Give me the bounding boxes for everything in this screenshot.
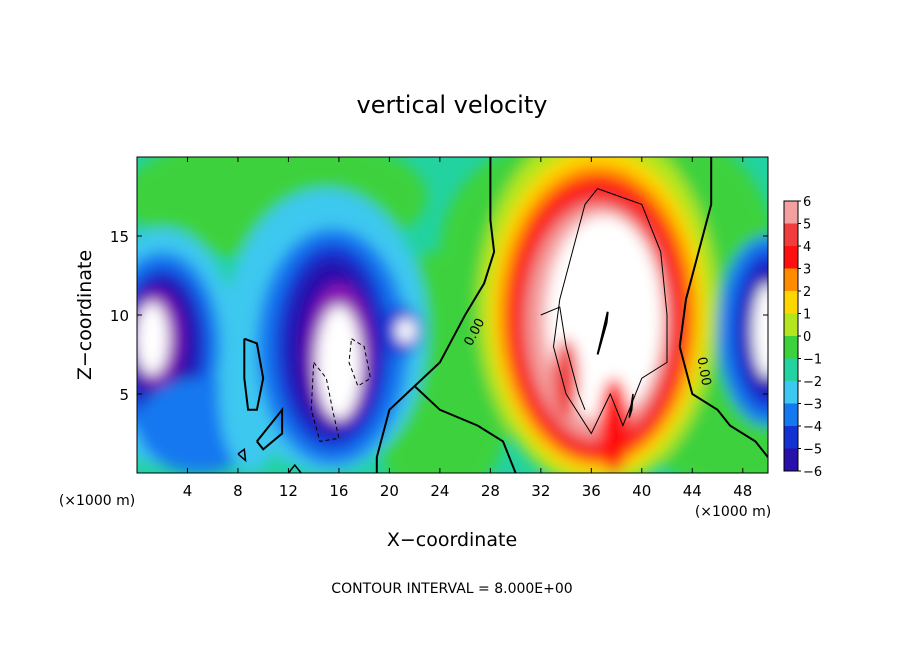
colorbar-swatch (784, 313, 798, 336)
contour-line (237, 447, 247, 463)
colorbar-tick-label: 5 (803, 218, 811, 233)
colorbar-swatch (784, 336, 798, 359)
x-tick-label: 40 (632, 482, 651, 500)
contour-line (243, 337, 265, 411)
colorbar-swatch (784, 381, 798, 404)
colorbar-tick-label: −5 (803, 443, 822, 458)
x-tick-label: 28 (481, 482, 500, 500)
field-region (752, 283, 768, 379)
contour-line (287, 463, 302, 473)
colorbar-swatch (784, 201, 798, 224)
contour-line (375, 157, 496, 473)
colorbar-swatch (784, 268, 798, 291)
contour-line (540, 306, 586, 410)
contour-line (310, 362, 340, 442)
y-tick-label: 10 (110, 307, 129, 325)
colorbar-swatch (784, 223, 798, 246)
colorbar-tick-label: −4 (803, 420, 822, 435)
colorbar-tick-label: −2 (803, 375, 822, 390)
field-region (395, 318, 416, 344)
y-tick-label: 15 (110, 228, 129, 246)
colorbar: 6 5 4 3 2 1 0 −1 −2 −3 −4 −5 −6 (783, 195, 822, 480)
colorbar-tick-label: 3 (803, 263, 811, 278)
contour-interval-note: CONTOUR INTERVAL = 8.000E+00 (331, 581, 572, 597)
contour-line (413, 385, 517, 473)
x-tick-label: 48 (733, 482, 752, 500)
velocity-field (137, 157, 768, 473)
colorbar-tick-label: −6 (803, 465, 822, 480)
colorbar-tick-label: 4 (803, 240, 811, 255)
x-tick-label: 44 (683, 482, 702, 500)
colorbar-tick-label: 0 (803, 330, 811, 345)
contour-line (552, 188, 668, 435)
contour-line (348, 338, 372, 387)
x-unit-left: (×1000 m) (59, 493, 135, 509)
field-region (553, 338, 579, 418)
x-tick-label: 12 (279, 482, 298, 500)
x-unit-right: (×1000 m) (695, 504, 771, 520)
field-region (598, 378, 630, 473)
x-tick-label: 32 (531, 482, 550, 500)
contour-label: 0.00 (694, 356, 714, 387)
colorbar-swatch (784, 291, 798, 314)
colorbar-tick-label: −3 (803, 398, 822, 413)
colorbar-swatch (784, 358, 798, 381)
field-region (137, 302, 169, 376)
x-tick-label: 4 (183, 482, 193, 500)
plot-area (136, 156, 769, 474)
field-region (316, 305, 362, 420)
contour-lines (237, 157, 768, 473)
colorbar-tick-label: 1 (803, 308, 811, 323)
contour-line (678, 157, 768, 458)
x-tick-label: 8 (233, 482, 243, 500)
x-axis: 4 8 12 16 20 24 28 32 36 40 44 48 (183, 157, 752, 500)
colorbar-tick-label: −1 (803, 353, 822, 368)
colorbar-swatch (784, 426, 798, 449)
contour-line (596, 311, 609, 355)
colorbar-swatch (784, 403, 798, 426)
x-tick-label: 20 (380, 482, 399, 500)
colorbar-tick-label: 6 (803, 195, 811, 210)
colorbar-swatch (784, 246, 798, 269)
x-tick-label: 36 (582, 482, 601, 500)
x-axis-label: X−coordinate (387, 529, 517, 551)
contour-line (256, 406, 284, 451)
y-axis-label: Z−coordinate (74, 250, 96, 380)
chart-title: vertical velocity (357, 91, 548, 119)
x-tick-label: 24 (430, 482, 449, 500)
y-axis: 5 10 15 (110, 228, 768, 404)
contour-line (628, 393, 634, 418)
colorbar-swatch (784, 448, 798, 471)
y-tick-label: 5 (119, 386, 129, 404)
colorbar-tick-label: 2 (803, 285, 811, 300)
x-tick-label: 16 (329, 482, 348, 500)
field-shading (137, 157, 768, 473)
